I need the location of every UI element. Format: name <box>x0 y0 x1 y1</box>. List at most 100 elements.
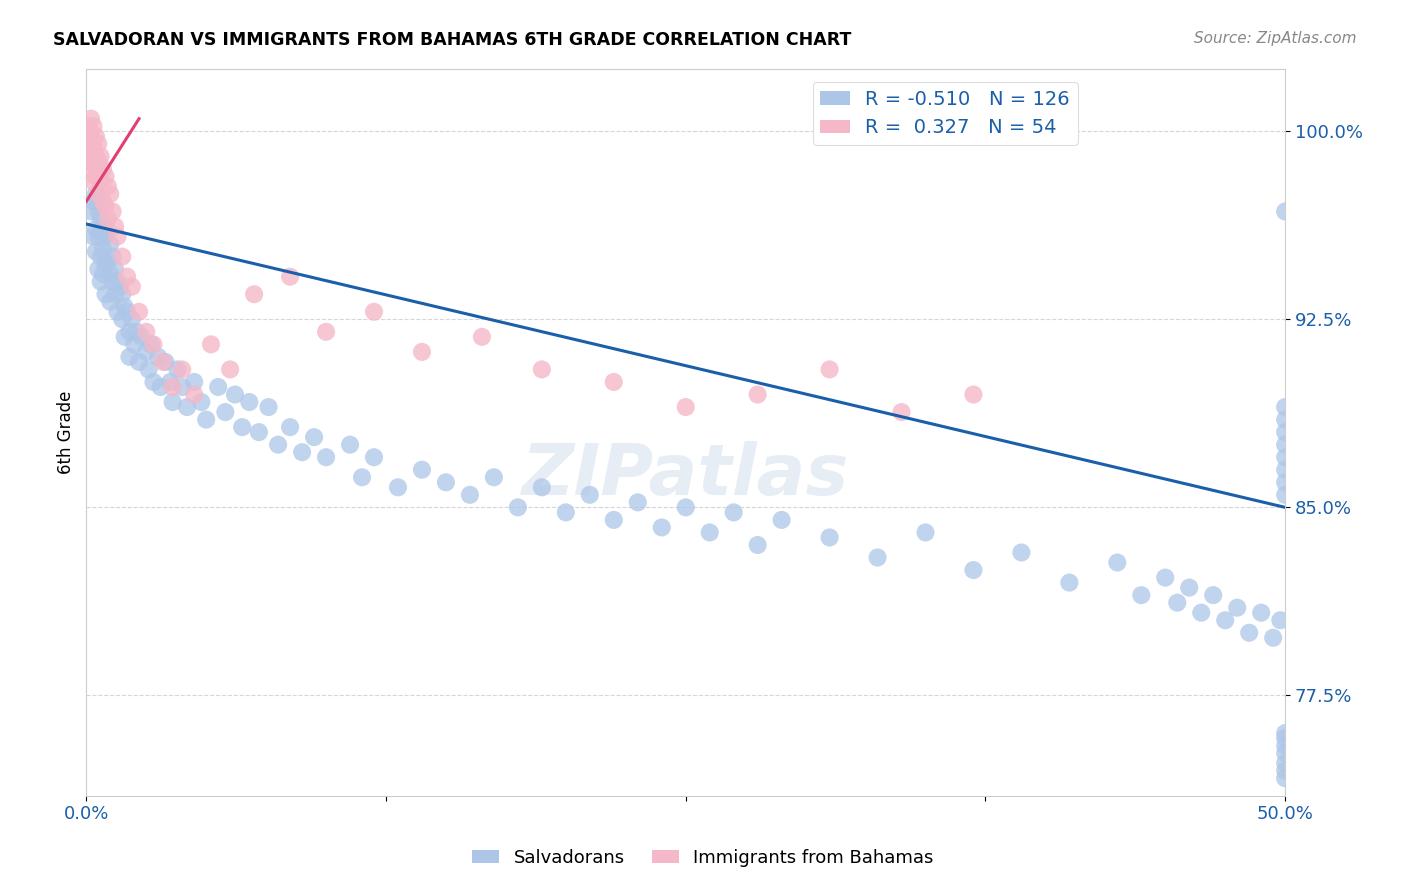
Point <box>458 488 481 502</box>
Point <box>98 267 121 281</box>
Point <box>104 287 127 301</box>
Point <box>82 194 104 209</box>
Point <box>176 400 198 414</box>
Text: ZIPatlas: ZIPatlas <box>522 442 849 510</box>
Point <box>97 179 120 194</box>
Point <box>207 380 229 394</box>
Point <box>238 395 260 409</box>
Point <box>1274 756 1296 771</box>
Point <box>291 445 314 459</box>
Point <box>97 254 120 268</box>
Point <box>603 513 626 527</box>
Point <box>578 488 600 502</box>
Point <box>149 380 172 394</box>
Point <box>87 136 110 151</box>
Point <box>1213 613 1236 627</box>
Point <box>82 229 104 244</box>
Point <box>183 387 205 401</box>
Point <box>675 500 697 515</box>
Point <box>104 262 127 277</box>
Point <box>434 475 457 490</box>
Point <box>111 312 134 326</box>
Point <box>363 450 385 465</box>
Point <box>1059 575 1081 590</box>
Point <box>1274 771 1296 785</box>
Point <box>411 344 433 359</box>
Point <box>1226 600 1249 615</box>
Point <box>267 438 290 452</box>
Point <box>278 420 301 434</box>
Point <box>84 186 107 201</box>
Point <box>1274 726 1296 740</box>
Point <box>139 337 162 351</box>
Point <box>172 380 194 394</box>
Point <box>91 161 114 176</box>
Point <box>87 154 110 169</box>
Point <box>914 525 936 540</box>
Point <box>1274 463 1296 477</box>
Point <box>1166 596 1188 610</box>
Point <box>142 337 165 351</box>
Point <box>118 350 141 364</box>
Point <box>339 438 361 452</box>
Point <box>91 242 114 256</box>
Point <box>104 219 127 234</box>
Point <box>107 275 129 289</box>
Point <box>1178 581 1201 595</box>
Point <box>603 375 626 389</box>
Point <box>114 300 136 314</box>
Point <box>82 154 104 169</box>
Point <box>723 505 745 519</box>
Point <box>1274 475 1296 490</box>
Point <box>84 222 107 236</box>
Point <box>98 294 121 309</box>
Point <box>131 330 153 344</box>
Point <box>80 112 103 126</box>
Point <box>138 362 160 376</box>
Point <box>866 550 889 565</box>
Point <box>152 355 174 369</box>
Point <box>159 375 181 389</box>
Point <box>87 262 110 277</box>
Point <box>82 174 104 188</box>
Point <box>1250 606 1272 620</box>
Point <box>162 395 184 409</box>
Point <box>90 225 112 239</box>
Point <box>94 229 117 244</box>
Point <box>94 257 117 271</box>
Point <box>121 279 143 293</box>
Point <box>118 325 141 339</box>
Point <box>114 330 136 344</box>
Point <box>962 563 984 577</box>
Point <box>1274 764 1296 778</box>
Point <box>190 395 212 409</box>
Point <box>172 362 194 376</box>
Point <box>80 149 103 163</box>
Point <box>1263 631 1285 645</box>
Point <box>651 520 673 534</box>
Point <box>315 450 337 465</box>
Text: SALVADORAN VS IMMIGRANTS FROM BAHAMAS 6TH GRADE CORRELATION CHART: SALVADORAN VS IMMIGRANTS FROM BAHAMAS 6T… <box>53 31 852 49</box>
Point <box>247 425 270 439</box>
Point <box>1274 739 1296 753</box>
Point <box>770 513 793 527</box>
Point <box>77 154 100 169</box>
Point <box>224 387 246 401</box>
Point <box>162 380 184 394</box>
Point <box>84 149 107 163</box>
Point <box>1274 488 1296 502</box>
Point <box>214 405 236 419</box>
Point <box>98 237 121 252</box>
Point <box>135 325 157 339</box>
Point <box>98 186 121 201</box>
Point <box>195 412 218 426</box>
Point <box>125 325 148 339</box>
Point <box>699 525 721 540</box>
Point <box>1107 556 1129 570</box>
Point <box>471 330 494 344</box>
Point <box>90 250 112 264</box>
Point <box>107 229 129 244</box>
Point <box>890 405 912 419</box>
Point <box>1274 438 1296 452</box>
Point <box>97 225 120 239</box>
